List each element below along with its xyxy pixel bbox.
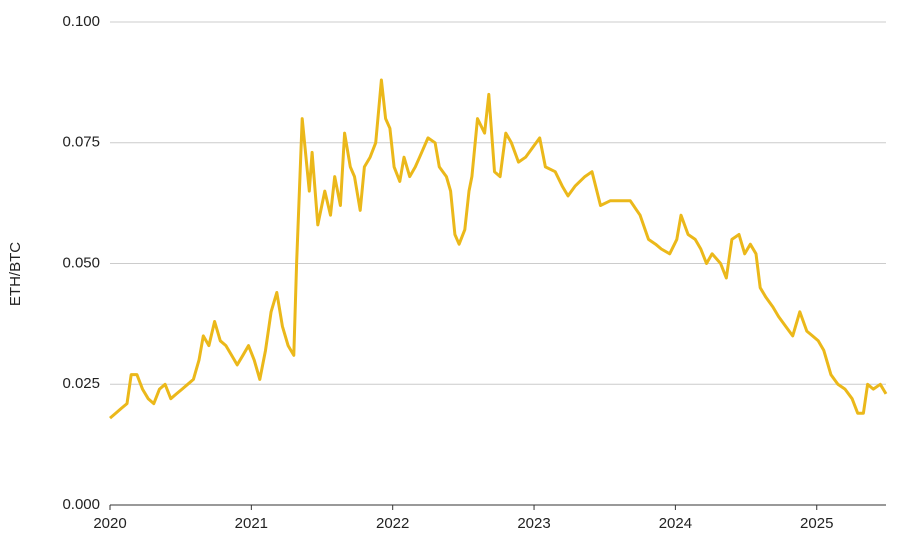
y-tick-label: 0.000 xyxy=(62,496,100,513)
y-tick-label: 0.075 xyxy=(62,134,100,151)
y-axis-label: ETH/BTC xyxy=(7,242,24,306)
x-tick-label: 2023 xyxy=(517,515,550,532)
x-tick-label: 2020 xyxy=(93,515,126,532)
x-tick-label: 2024 xyxy=(659,515,692,532)
y-tick-label: 0.025 xyxy=(62,375,100,392)
y-tick-label: 0.100 xyxy=(62,13,100,30)
x-tick-label: 2021 xyxy=(235,515,268,532)
x-tick-label: 2025 xyxy=(800,515,833,532)
data-line xyxy=(109,78,888,420)
x-tick-label: 2022 xyxy=(376,515,409,532)
y-tick-label: 0.050 xyxy=(62,254,100,271)
